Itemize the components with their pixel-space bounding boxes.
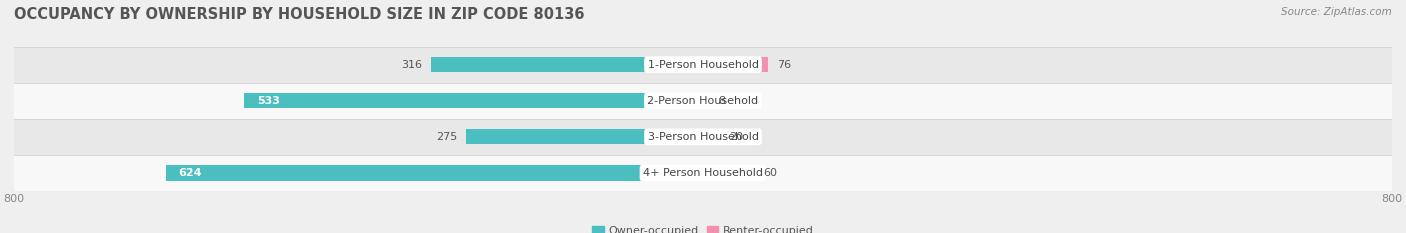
Text: 76: 76 bbox=[778, 60, 792, 70]
Bar bbox=[14, 155, 1392, 191]
Text: OCCUPANCY BY OWNERSHIP BY HOUSEHOLD SIZE IN ZIP CODE 80136: OCCUPANCY BY OWNERSHIP BY HOUSEHOLD SIZE… bbox=[14, 7, 585, 22]
Text: 2-Person Household: 2-Person Household bbox=[647, 96, 759, 106]
Legend: Owner-occupied, Renter-occupied: Owner-occupied, Renter-occupied bbox=[588, 221, 818, 233]
Bar bbox=[430, 57, 703, 72]
Text: Source: ZipAtlas.com: Source: ZipAtlas.com bbox=[1281, 7, 1392, 17]
Text: 60: 60 bbox=[763, 168, 778, 178]
Text: 275: 275 bbox=[436, 132, 457, 142]
Bar bbox=[14, 83, 1392, 119]
Bar bbox=[467, 129, 703, 144]
Text: 3-Person Household: 3-Person Household bbox=[648, 132, 758, 142]
Text: 8: 8 bbox=[718, 96, 725, 106]
Text: 4+ Person Household: 4+ Person Household bbox=[643, 168, 763, 178]
Text: 1-Person Household: 1-Person Household bbox=[648, 60, 758, 70]
Bar bbox=[703, 57, 769, 72]
Bar bbox=[166, 165, 703, 181]
Bar bbox=[703, 93, 710, 108]
Bar bbox=[14, 119, 1392, 155]
Bar bbox=[14, 47, 1392, 83]
Text: 20: 20 bbox=[728, 132, 742, 142]
Text: 316: 316 bbox=[401, 60, 422, 70]
Text: 533: 533 bbox=[257, 96, 280, 106]
Bar bbox=[245, 93, 703, 108]
Bar bbox=[703, 129, 720, 144]
Bar bbox=[703, 165, 755, 181]
Text: 624: 624 bbox=[179, 168, 202, 178]
